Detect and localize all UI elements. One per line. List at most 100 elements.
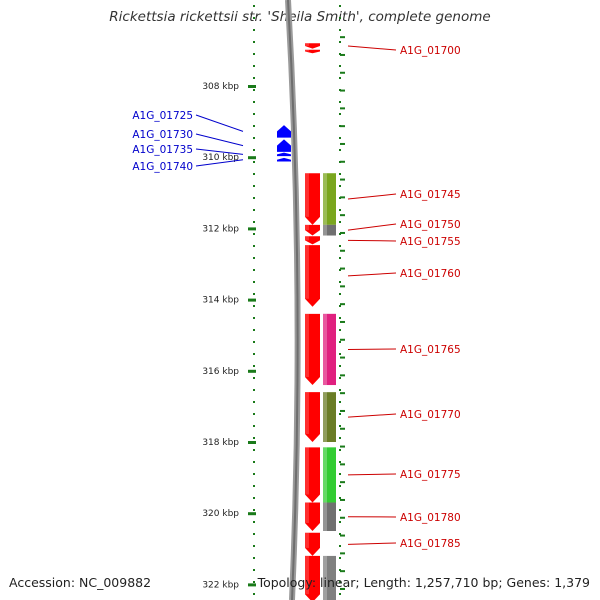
scale-dot xyxy=(253,41,255,43)
gene-shade xyxy=(305,224,309,231)
scale-major-tick xyxy=(248,512,256,516)
gene-shade xyxy=(305,236,309,241)
label-leader-line xyxy=(347,239,397,242)
scale-dot xyxy=(339,65,341,67)
scale-dot xyxy=(253,125,255,127)
scale-dot xyxy=(339,449,341,451)
scale-tick-label: 312 kbp xyxy=(202,224,239,234)
gene-label-forward[interactable]: A1G_01775 xyxy=(400,469,461,481)
scale-dot xyxy=(339,485,341,487)
scale-dot xyxy=(339,389,341,391)
scale-minor-tick xyxy=(340,534,345,537)
map-title: Rickettsia rickettsii str. 'Sheila Smith… xyxy=(109,9,491,25)
feature-highlight xyxy=(323,173,327,225)
scale-dot xyxy=(339,545,341,547)
scale-minor-tick xyxy=(340,231,345,234)
scale-dot xyxy=(253,365,255,367)
gene-label-forward[interactable]: A1G_01700 xyxy=(400,45,461,57)
gene-shade xyxy=(305,392,309,434)
label-leader-line xyxy=(347,413,397,418)
label-leader-line xyxy=(195,159,244,167)
gene-arrow-forward xyxy=(305,236,320,245)
scale-tick-label: 318 kbp xyxy=(202,438,239,448)
scale-dot xyxy=(339,353,341,355)
scale-dot xyxy=(253,497,255,499)
gene-label-forward[interactable]: A1G_01760 xyxy=(400,268,461,280)
scale-dot xyxy=(253,65,255,67)
scale-dot xyxy=(339,77,341,79)
scale-dot xyxy=(253,545,255,547)
scale-dot xyxy=(253,473,255,475)
scale-dot xyxy=(253,113,255,115)
scale-minor-tick xyxy=(340,409,345,412)
scale-tick-label: 320 kbp xyxy=(202,509,239,519)
scale-dot xyxy=(339,41,341,43)
scale-minor-tick xyxy=(340,142,345,145)
gene-label-reverse[interactable]: A1G_01725 xyxy=(132,110,193,122)
gene-arrow-forward xyxy=(305,313,320,386)
scale-minor-tick xyxy=(340,71,345,74)
scale-dot xyxy=(253,257,255,259)
gene-label-forward[interactable]: A1G_01785 xyxy=(400,538,461,550)
scale-dot xyxy=(339,29,341,31)
scale-dot xyxy=(339,221,341,223)
label-leader-line xyxy=(347,473,397,476)
gene-label-forward[interactable]: A1G_01755 xyxy=(400,236,461,248)
scale-dot xyxy=(339,209,341,211)
scale-dot xyxy=(339,137,341,139)
scale-dot xyxy=(339,281,341,283)
scale-minor-tick xyxy=(340,374,345,377)
gene-label-forward[interactable]: A1G_01765 xyxy=(400,344,461,356)
gene-arrow-forward xyxy=(305,532,320,556)
topology-text: Topology: linear; Length: 1,257,710 bp; … xyxy=(257,575,590,590)
gene-shade xyxy=(305,245,309,299)
scale-dot xyxy=(339,329,341,331)
scale-tick-label: 310 kbp xyxy=(202,153,239,163)
scale-dot xyxy=(339,341,341,343)
gene-label-reverse[interactable]: A1G_01730 xyxy=(132,129,193,141)
feature-highlight xyxy=(323,555,327,600)
gene-arrow-forward xyxy=(305,447,320,503)
scale-dot xyxy=(339,521,341,523)
scale-dot xyxy=(253,53,255,55)
scale-dot xyxy=(339,305,341,307)
scale-major-tick xyxy=(248,156,256,160)
feature-highlight xyxy=(323,224,327,236)
scale-dot xyxy=(339,461,341,463)
gene-arrow-reverse xyxy=(277,139,291,152)
scale-minor-tick xyxy=(340,463,345,466)
gene-shade xyxy=(305,447,309,495)
gene-label-forward[interactable]: A1G_01750 xyxy=(400,219,461,231)
gene-shade xyxy=(305,49,309,52)
scale-minor-tick xyxy=(340,267,345,270)
gene-label-reverse[interactable]: A1G_01735 xyxy=(132,144,193,156)
feature-highlight xyxy=(323,447,327,503)
scale-dot xyxy=(339,593,341,595)
scale-minor-tick xyxy=(340,196,345,199)
scale-dot xyxy=(253,437,255,439)
scale-dot xyxy=(339,269,341,271)
scale-major-tick xyxy=(248,227,256,231)
scale-dot xyxy=(253,161,255,163)
scale-dot xyxy=(253,521,255,523)
scale-dot xyxy=(339,557,341,559)
gene-label-forward[interactable]: A1G_01745 xyxy=(400,189,461,201)
gene-label-reverse[interactable]: A1G_01740 xyxy=(132,161,193,173)
scale-dot xyxy=(253,461,255,463)
scale-minor-tick xyxy=(340,285,345,288)
scale-minor-tick xyxy=(340,498,345,501)
scale-dot xyxy=(253,425,255,427)
gene-label-forward[interactable]: A1G_01780 xyxy=(400,512,461,524)
scale-dot xyxy=(339,377,341,379)
feature-bar xyxy=(323,447,336,503)
scale-dot xyxy=(339,101,341,103)
scale-tick-label: 308 kbp xyxy=(202,82,239,92)
scale-minor-tick xyxy=(340,53,345,56)
scale-minor-tick xyxy=(340,445,345,448)
feature-highlight xyxy=(323,392,327,442)
gene-label-forward[interactable]: A1G_01770 xyxy=(400,409,461,421)
scale-dot xyxy=(253,89,255,91)
scale-dot xyxy=(253,593,255,595)
scale-dot xyxy=(253,485,255,487)
